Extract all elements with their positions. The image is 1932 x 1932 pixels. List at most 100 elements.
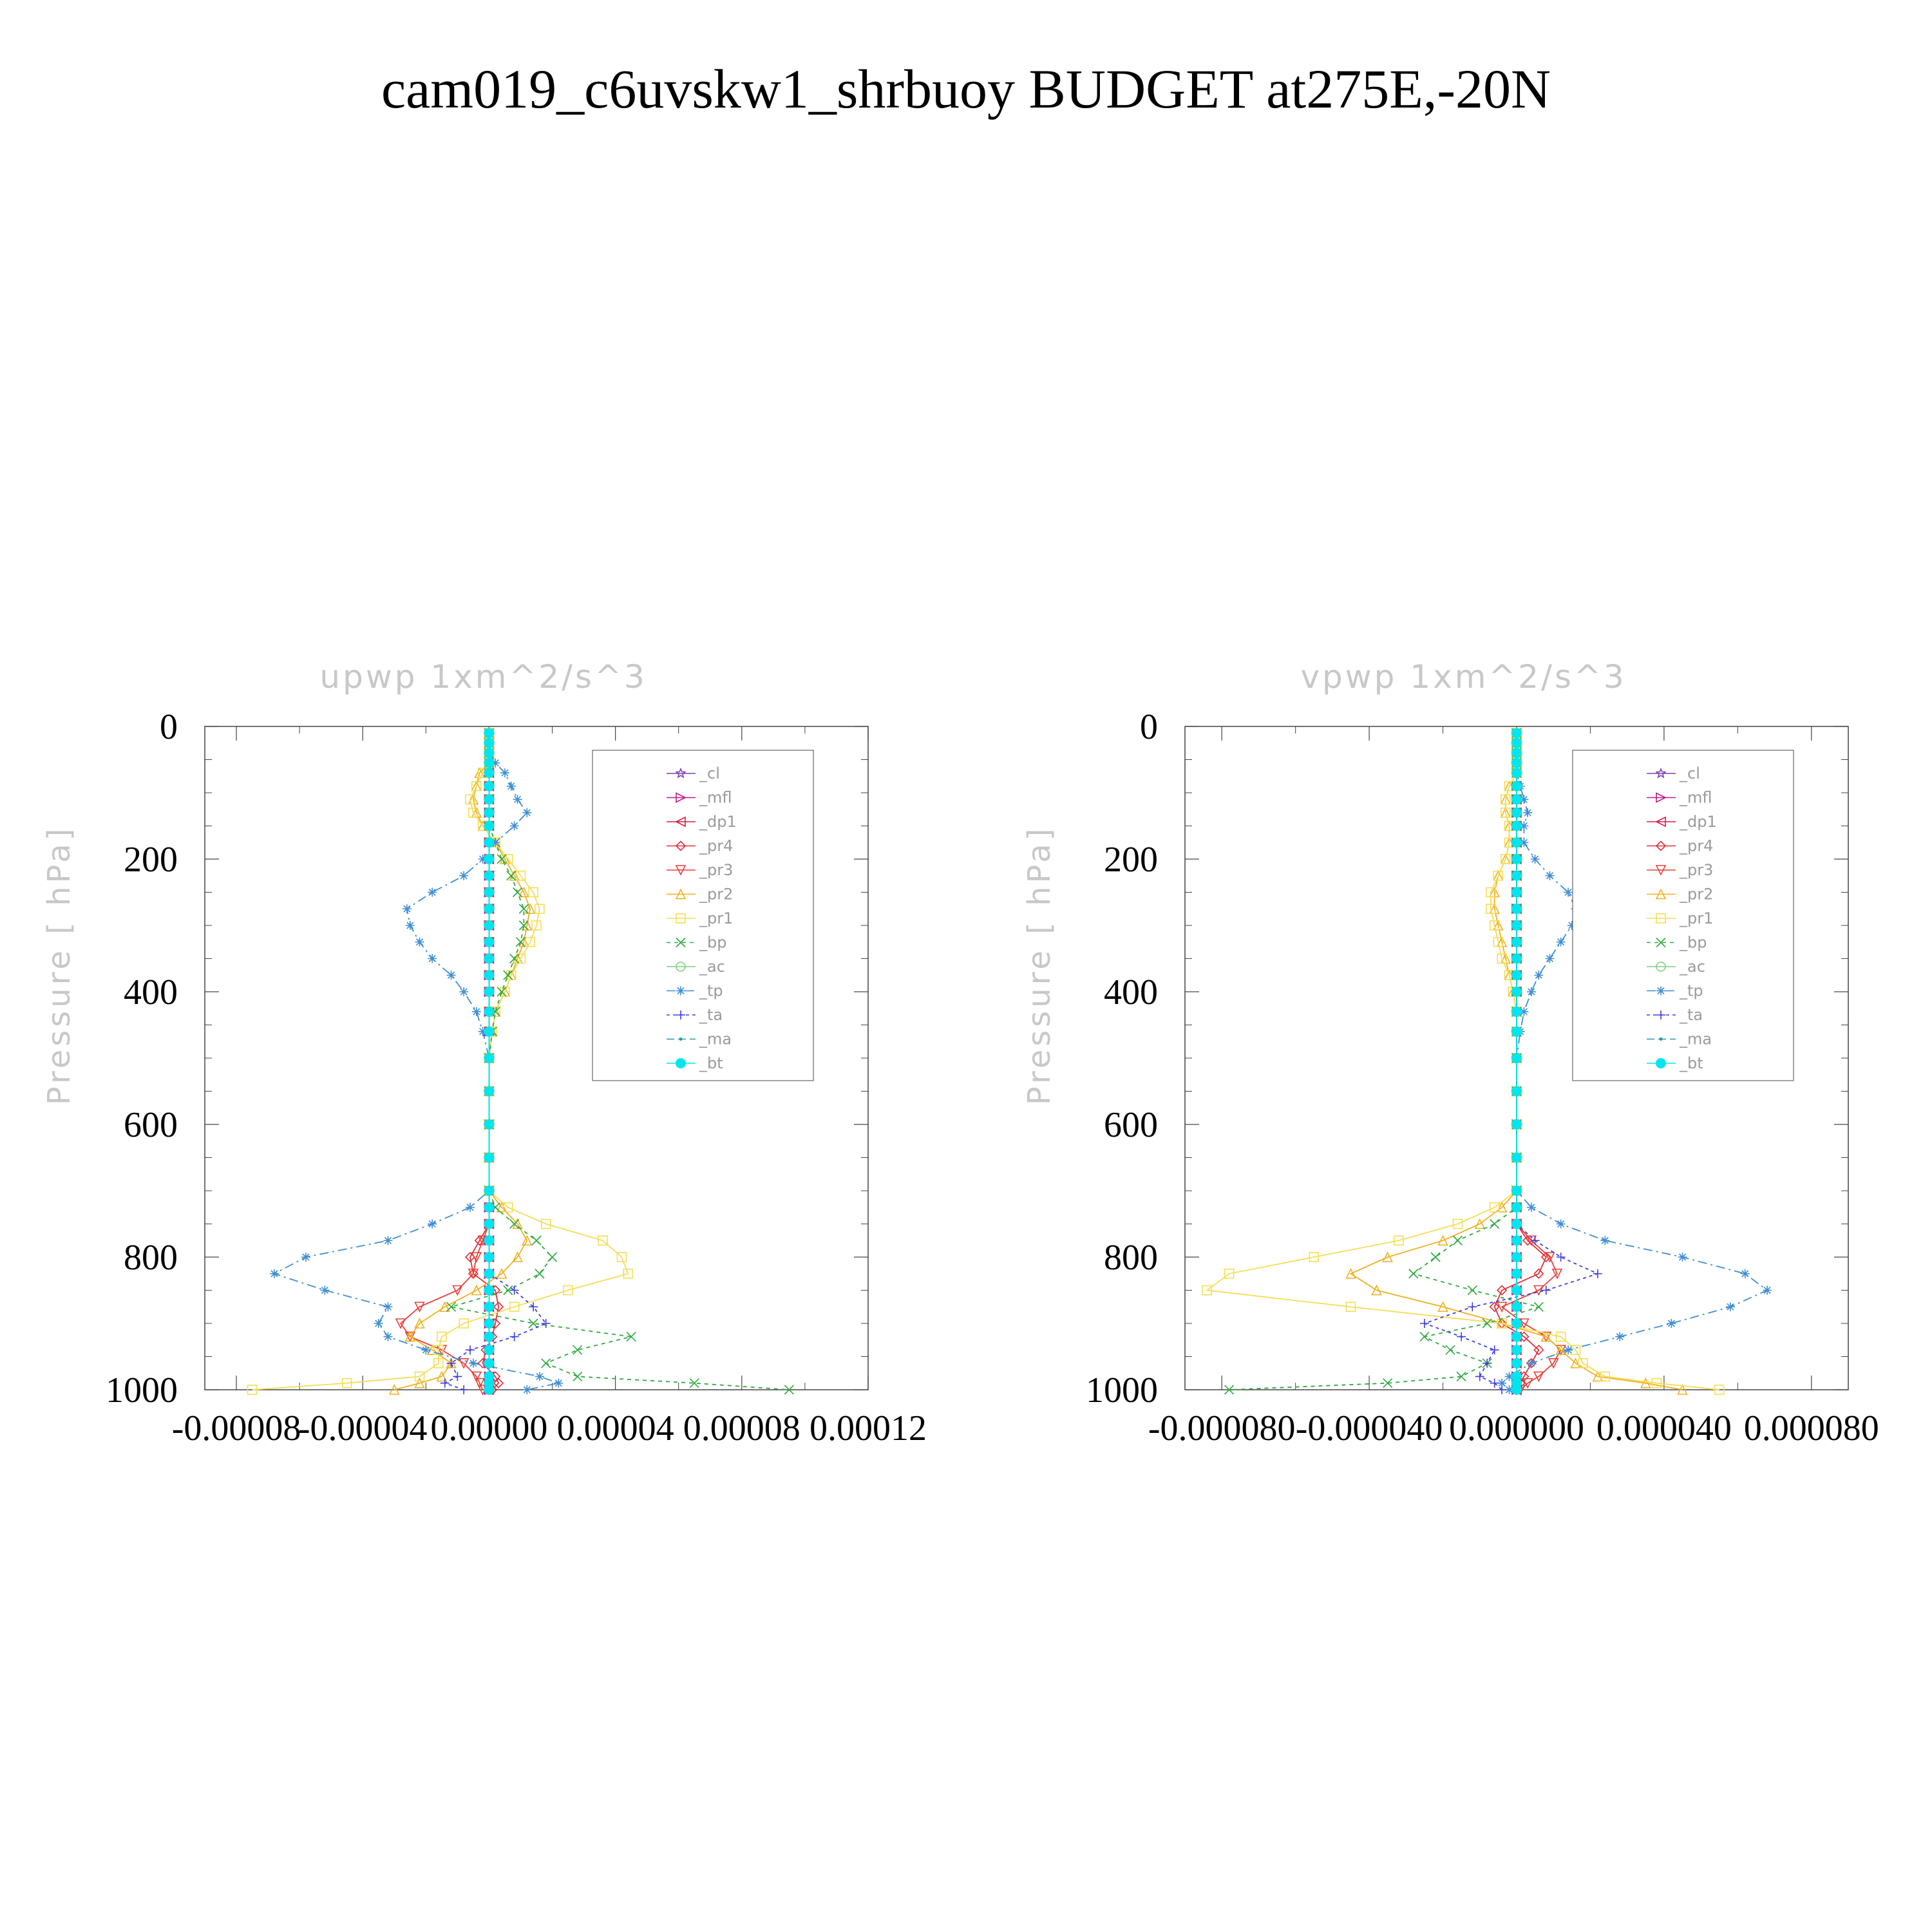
series-line [1501,733,1562,1390]
legend-marker [1656,937,1666,948]
data-point [1224,1268,1235,1279]
data-point [484,987,495,997]
data-point [1224,1385,1235,1395]
data-point [503,1285,513,1296]
x-axis: -0.00008-0.00004 0.00000 0.00004 0.00008 0.0… [172,726,927,1448]
data-point [341,1378,352,1388]
data-point [1511,837,1522,848]
legend-marker [1656,961,1666,972]
x-tick-label: -0.000040 [1296,1408,1443,1448]
data-point [531,1235,542,1245]
data-point [484,936,495,947]
legend-item: _ma [667,1030,732,1048]
legend-marker [1656,913,1666,923]
data-point [1511,748,1522,759]
data-point [518,886,529,898]
data-point [1496,1201,1508,1213]
data-point [1556,1253,1566,1262]
data-point [522,1385,532,1394]
legend-label: _ta [699,1006,723,1024]
data-point [563,1285,573,1296]
x-tick-label: 0.000000 [1449,1408,1584,1448]
data-point [437,1331,447,1342]
data-point [484,794,495,805]
legend-item: _bt [667,1054,723,1072]
data-point [269,1269,279,1278]
data-point [547,1252,558,1262]
data-point [1533,1268,1544,1279]
data-point [1501,794,1511,805]
x-tick-label: -0.00004 [298,1408,428,1448]
data-point [1501,808,1511,818]
legend-label: _pr3 [699,861,733,879]
data-point [1511,1268,1522,1279]
data-point [1533,1345,1544,1356]
data-point [540,1218,551,1229]
data-point [1467,1285,1477,1296]
legend-marker [675,767,687,779]
x-tick-label: 0.00012 [810,1408,927,1448]
data-point [509,953,520,964]
data-point [500,768,509,778]
data-point [1555,1344,1566,1355]
data-point [531,920,542,931]
legend-item: _pr2 [667,886,733,904]
data-point [1530,855,1540,864]
data-point [474,1378,486,1389]
legend-marker [1656,792,1667,803]
legend-label: _pr2 [699,886,733,904]
data-point [515,953,526,964]
data-point [414,1318,425,1329]
data-point [383,1332,393,1341]
data-point [1551,1268,1563,1280]
data-point [1564,887,1573,897]
data-point [484,757,495,768]
data-point [405,921,415,930]
data-point [468,1268,479,1280]
data-point [439,1301,451,1312]
data-point [1511,1318,1522,1329]
data-point [446,1302,457,1312]
data-point [1309,1252,1320,1262]
data-point [1490,1345,1499,1355]
data-point [433,1345,444,1355]
data-point [1511,1218,1522,1229]
legend-item: _ac [1647,958,1705,976]
legend-marker [675,888,687,900]
data-point [1382,1251,1394,1262]
y-axis-label: Pressure [ hPa] [1021,826,1057,1106]
data-point [1578,1358,1588,1368]
legend-item: _ta [667,1006,723,1024]
data-point [1519,1007,1529,1016]
x-tick-label: 0.00004 [557,1408,674,1448]
data-point [1533,1285,1544,1296]
data-point [521,920,533,931]
legend-label: _pr3 [1679,861,1713,879]
legend-item: _pr4 [1647,837,1713,855]
data-point [415,937,424,947]
legend-item: _mfl [1647,789,1712,807]
data-point [503,970,513,980]
legend-marker [1655,888,1667,900]
data-point [484,781,495,791]
data-point [458,1358,469,1369]
data-point [404,1331,416,1342]
panel-title: vpwp 1xm^2/s^3 [1300,658,1626,696]
legend-marker [676,1058,686,1068]
legend-marker [676,913,686,923]
series-line [394,733,531,1390]
data-point [484,1218,495,1229]
data-point [535,904,545,914]
data-point [521,1235,533,1246]
data-point [433,1358,444,1368]
legend-marker [676,961,686,972]
panel-title: upwp 1xm^2/s^3 [319,658,647,696]
data-point [428,954,437,963]
data-point [484,854,495,864]
data-point [478,855,488,864]
legend-marker [1656,986,1665,996]
legend-label: _pr2 [1679,886,1713,904]
data-point [1519,838,1529,848]
legend-label: _pr1 [699,909,733,927]
data-point [1486,904,1496,914]
